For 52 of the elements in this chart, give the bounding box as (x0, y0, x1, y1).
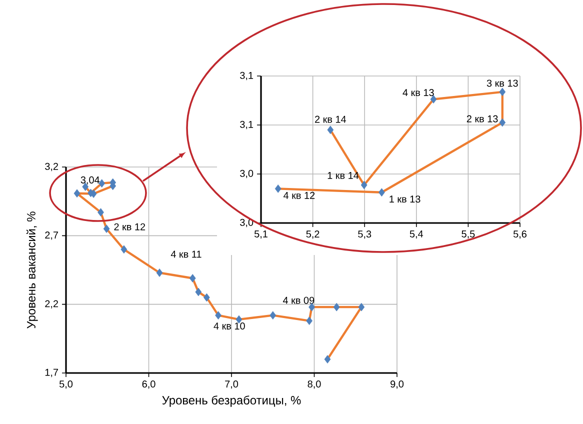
y-tick-label: 3,0 (240, 170, 254, 178)
x-tick-label: 5,1 (254, 230, 268, 239)
x-tick-label: 5,3 (358, 230, 372, 239)
point (74, 189, 80, 198)
x-tick-label: 6,0 (142, 380, 156, 389)
point (195, 288, 202, 296)
annotation: 3 кв 13 (486, 80, 518, 87)
annotation: 2 кв 14 (315, 116, 346, 123)
annotation: 2 кв 12 (114, 223, 146, 230)
annotation: 4 кв 13 (402, 89, 434, 96)
y-tick-label: 3,1 (240, 120, 254, 130)
y-tick-label: 3,1 (240, 72, 254, 80)
point (156, 268, 163, 277)
point (215, 311, 222, 320)
y-tick-label: 3,2 (45, 162, 58, 172)
point (333, 302, 340, 312)
x-tick-label: 7,0 (225, 380, 238, 389)
x-tick-label: 9,0 (390, 380, 404, 389)
x-tick-label: 5,5 (462, 230, 475, 239)
point (324, 355, 331, 364)
annotation: 4 кв 10 (214, 322, 245, 330)
x-tick-label: 5,0 (59, 380, 73, 389)
x-tick-label: 5,4 (410, 230, 424, 239)
point (327, 126, 334, 134)
point (378, 188, 385, 197)
point (98, 208, 104, 217)
point (189, 274, 196, 282)
point (499, 88, 506, 96)
annotation: 4 кв 11 (170, 250, 202, 258)
x-tick-label: 5,2 (306, 230, 320, 239)
x-tick-label: 8,0 (308, 380, 321, 389)
annotation: 4 кв 12 (284, 192, 315, 199)
annotation: 3,04 (80, 176, 100, 185)
annotation: 2 кв 13 (466, 115, 498, 122)
point (306, 316, 312, 325)
x-tick-label: 5,6 (513, 230, 526, 239)
point (103, 224, 110, 233)
y-tick-label: 2,2 (45, 300, 58, 308)
y-tick-label: 1,7 (45, 368, 58, 378)
point (270, 311, 276, 320)
y-axis-title: Уровень вакансий, % (26, 212, 38, 328)
point (203, 293, 210, 302)
y-tick-label: 2,7 (45, 232, 58, 240)
x-axis-title: Уровень безработицы, % (162, 396, 301, 407)
point (360, 180, 368, 190)
point (358, 302, 365, 312)
annotation: 1 кв 13 (390, 196, 420, 203)
point (499, 118, 506, 127)
annotation: 4 кв 09 (282, 296, 314, 304)
point (98, 179, 106, 188)
point (120, 245, 128, 254)
point (274, 184, 282, 193)
